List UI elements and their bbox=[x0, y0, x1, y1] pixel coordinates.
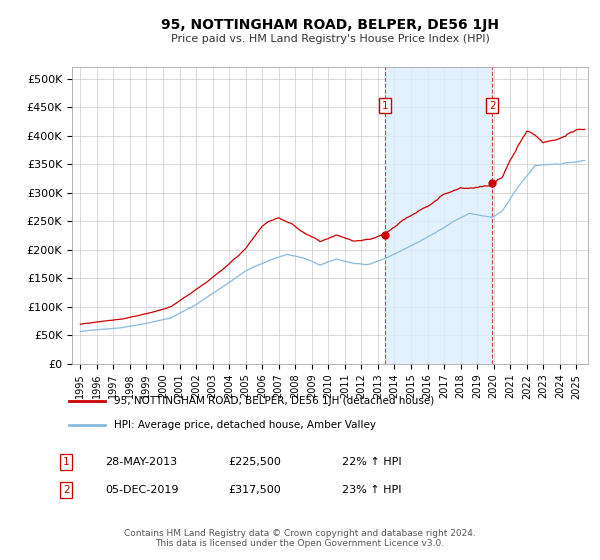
Text: 22% ↑ HPI: 22% ↑ HPI bbox=[342, 457, 401, 467]
Text: Price paid vs. HM Land Registry's House Price Index (HPI): Price paid vs. HM Land Registry's House … bbox=[170, 34, 490, 44]
Text: HPI: Average price, detached house, Amber Valley: HPI: Average price, detached house, Ambe… bbox=[114, 419, 376, 430]
Text: 28-MAY-2013: 28-MAY-2013 bbox=[105, 457, 177, 467]
Text: 95, NOTTINGHAM ROAD, BELPER, DE56 1JH (detached house): 95, NOTTINGHAM ROAD, BELPER, DE56 1JH (d… bbox=[114, 396, 434, 407]
Text: £225,500: £225,500 bbox=[228, 457, 281, 467]
Text: 05-DEC-2019: 05-DEC-2019 bbox=[105, 485, 179, 495]
Text: 2: 2 bbox=[489, 101, 496, 111]
Text: 2: 2 bbox=[63, 485, 70, 495]
Text: Contains HM Land Registry data © Crown copyright and database right 2024.
This d: Contains HM Land Registry data © Crown c… bbox=[124, 529, 476, 548]
Bar bbox=[385, 67, 493, 364]
Text: 1: 1 bbox=[63, 457, 70, 467]
Text: 23% ↑ HPI: 23% ↑ HPI bbox=[342, 485, 401, 495]
Text: 95, NOTTINGHAM ROAD, BELPER, DE56 1JH: 95, NOTTINGHAM ROAD, BELPER, DE56 1JH bbox=[161, 18, 499, 32]
Text: £317,500: £317,500 bbox=[228, 485, 281, 495]
Text: 1: 1 bbox=[382, 101, 388, 111]
